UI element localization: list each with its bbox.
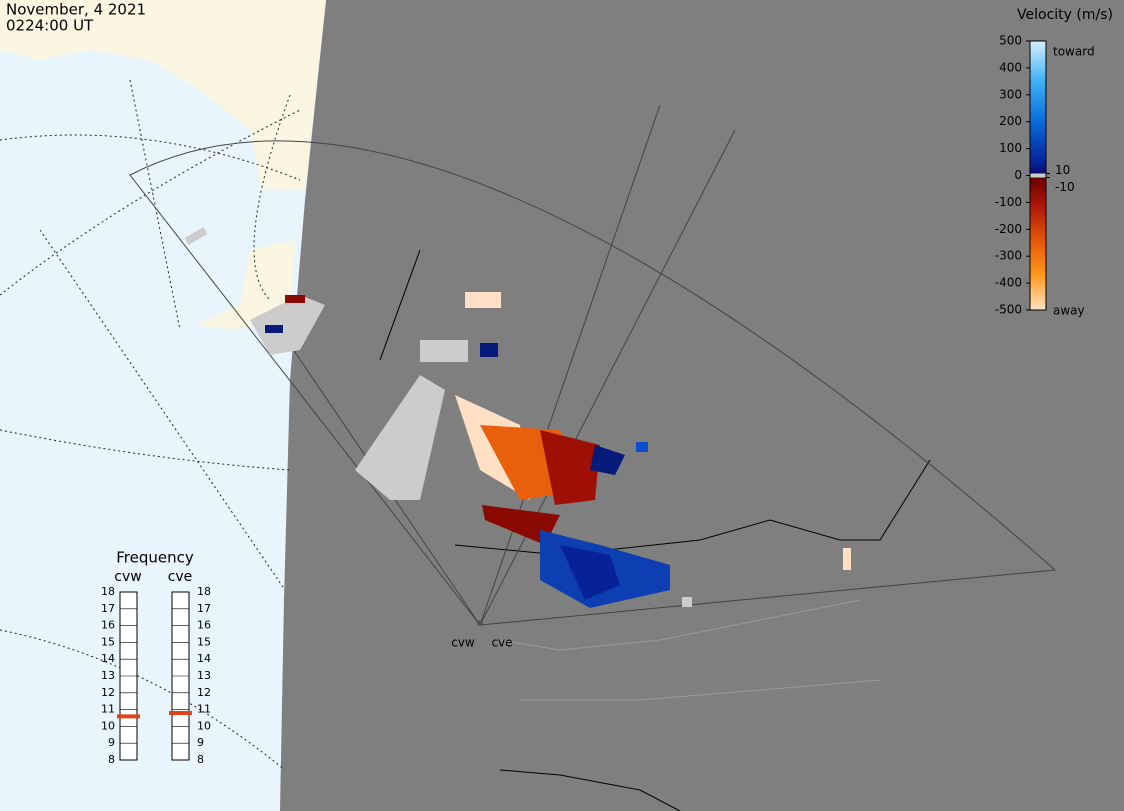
radar-label: cve	[491, 636, 512, 650]
frequency-tick-label: 8	[108, 753, 115, 766]
cell	[540, 430, 600, 505]
coast-land	[195, 240, 295, 330]
colorbar-tick-label: 0	[1014, 168, 1022, 182]
cell	[355, 375, 445, 500]
frequency-tick-label: 9	[108, 736, 115, 749]
colorbar-inner-label: 10	[1055, 163, 1070, 177]
colorbar-tick-label: 500	[999, 34, 1022, 48]
frequency-tick-label: 11	[197, 703, 211, 716]
cell	[843, 548, 851, 570]
lat-line	[0, 134, 301, 181]
frequency-tick-label: 12	[101, 686, 115, 699]
frequency-tick-label: 13	[197, 669, 211, 682]
cell	[465, 292, 501, 308]
frequency-tick-label: 17	[197, 602, 211, 615]
lat-line	[0, 429, 291, 471]
border	[379, 249, 421, 361]
frequency-tick-label: 15	[101, 635, 115, 648]
colorbar-tick-label: -500	[995, 303, 1022, 317]
cell	[184, 227, 208, 245]
frequency-tick-label: 13	[101, 669, 115, 682]
frequency-tick-label: 14	[101, 652, 115, 665]
colorbar-title: Velocity (m/s)	[1017, 7, 1113, 23]
beam-edge	[479, 104, 661, 626]
cell	[285, 295, 305, 303]
colorbar-tick-label: -200	[995, 222, 1022, 236]
lat-line	[0, 629, 286, 771]
cell	[480, 343, 498, 357]
toward-label: toward	[1053, 45, 1095, 59]
frequency-tick-label: 12	[197, 686, 211, 699]
colorbar-tick-label: 200	[999, 114, 1022, 128]
frequency-tick-label: 8	[197, 753, 204, 766]
border	[499, 769, 681, 811]
frequency-tick-label: 16	[197, 619, 211, 632]
frequency-tick-label: 18	[197, 585, 211, 598]
cell	[590, 445, 625, 475]
province-borders	[379, 249, 931, 811]
cell	[420, 340, 468, 362]
colorbar-inner-label: -10	[1055, 180, 1075, 194]
graticule	[0, 79, 301, 771]
colorbar-tick-label: -400	[995, 276, 1022, 290]
lat-line	[0, 109, 301, 296]
radar-label: cvw	[451, 636, 475, 650]
fov-outline	[129, 140, 1057, 626]
colorbar-tick-label: 100	[999, 141, 1022, 155]
cell	[265, 325, 283, 333]
colorbar-tick-label: -300	[995, 249, 1022, 263]
land-gray	[280, 0, 1124, 811]
velocity-cells	[184, 227, 851, 608]
date: November, 4 2021	[6, 1, 146, 19]
frequency-tick-label: 16	[101, 619, 115, 632]
colorbar-tick-label: 400	[999, 60, 1022, 74]
frequency-tick-label: 11	[101, 703, 115, 716]
frequency-tick-label: 14	[197, 652, 211, 665]
frequency-tick-label: 10	[101, 719, 115, 732]
beam-edge	[479, 129, 736, 626]
border	[499, 599, 861, 651]
lon-line	[253, 94, 291, 301]
border	[520, 679, 881, 701]
frequency-title: Frequency	[116, 549, 194, 567]
frequency-tick-label: 9	[197, 736, 204, 749]
alaska-land	[0, 0, 326, 190]
cell	[636, 442, 648, 452]
time: 0224:00 UT	[6, 17, 94, 35]
colorbar-tick-label: -100	[995, 195, 1022, 209]
frequency-tick-label: 17	[101, 602, 115, 615]
station-name: cve	[168, 569, 193, 585]
frequency-tick-label: 10	[197, 719, 211, 732]
cell	[250, 295, 325, 355]
frequency-tick-label: 15	[197, 635, 211, 648]
frequency-tick-label: 18	[101, 585, 115, 598]
cell	[560, 545, 620, 600]
cell	[682, 597, 692, 607]
station-name: cvw	[114, 569, 141, 585]
colorbar	[1029, 40, 1047, 311]
colorbar-tick-label: 300	[999, 87, 1022, 101]
radar-site	[477, 620, 483, 626]
away-label: away	[1053, 304, 1085, 318]
